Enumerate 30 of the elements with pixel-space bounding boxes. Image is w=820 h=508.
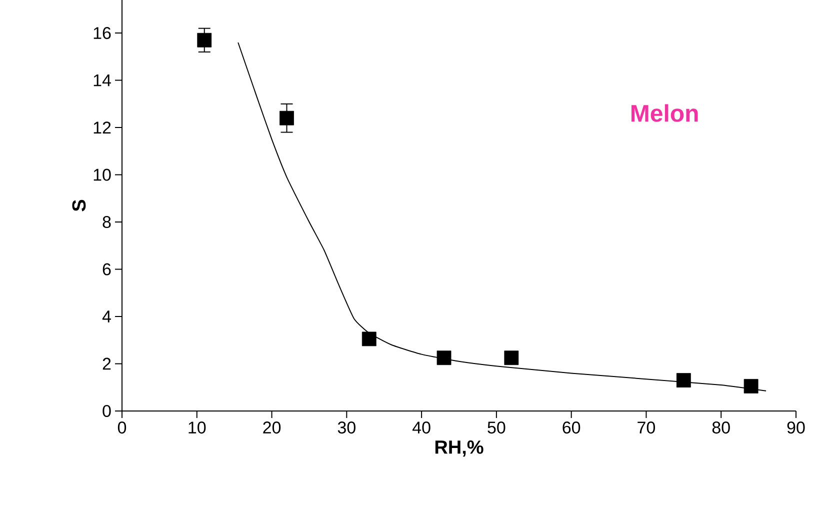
- x-axis-title: RH,%: [435, 440, 484, 457]
- y-tick-label: 2: [102, 358, 111, 370]
- y-axis-title: S: [72, 200, 86, 212]
- y-tick-label: 6: [102, 263, 111, 276]
- x-tick-label: 0: [118, 422, 126, 434]
- line-series: [238, 42, 767, 392]
- point: [676, 373, 691, 388]
- y-tick-label: 4: [102, 310, 111, 322]
- x-tick-label: 80: [712, 422, 730, 434]
- point: [436, 350, 452, 366]
- point: [504, 350, 519, 366]
- y-tick-label: 0: [102, 404, 111, 418]
- x-tick-label: 30: [338, 422, 356, 434]
- y-tick-label: 10: [94, 168, 111, 181]
- y-tick-label: 16: [94, 27, 111, 40]
- point: [280, 110, 294, 126]
- point: [197, 32, 212, 48]
- x-tick-label: 20: [263, 422, 281, 434]
- x-tick-label: 70: [638, 422, 656, 434]
- x-tick-label: 10: [188, 422, 206, 434]
- y-tick-label: 8: [102, 216, 111, 228]
- y-tick-label: 14: [94, 74, 111, 86]
- point: [362, 332, 376, 346]
- x-tick-label: 60: [562, 422, 580, 434]
- x-tick-label: 40: [412, 422, 430, 434]
- annotation: Melon: [631, 104, 698, 122]
- x-tick-label: 50: [488, 422, 506, 434]
- x-tick-label: 90: [787, 422, 805, 434]
- y-tick-label: 12: [94, 122, 111, 134]
- point: [744, 378, 758, 394]
